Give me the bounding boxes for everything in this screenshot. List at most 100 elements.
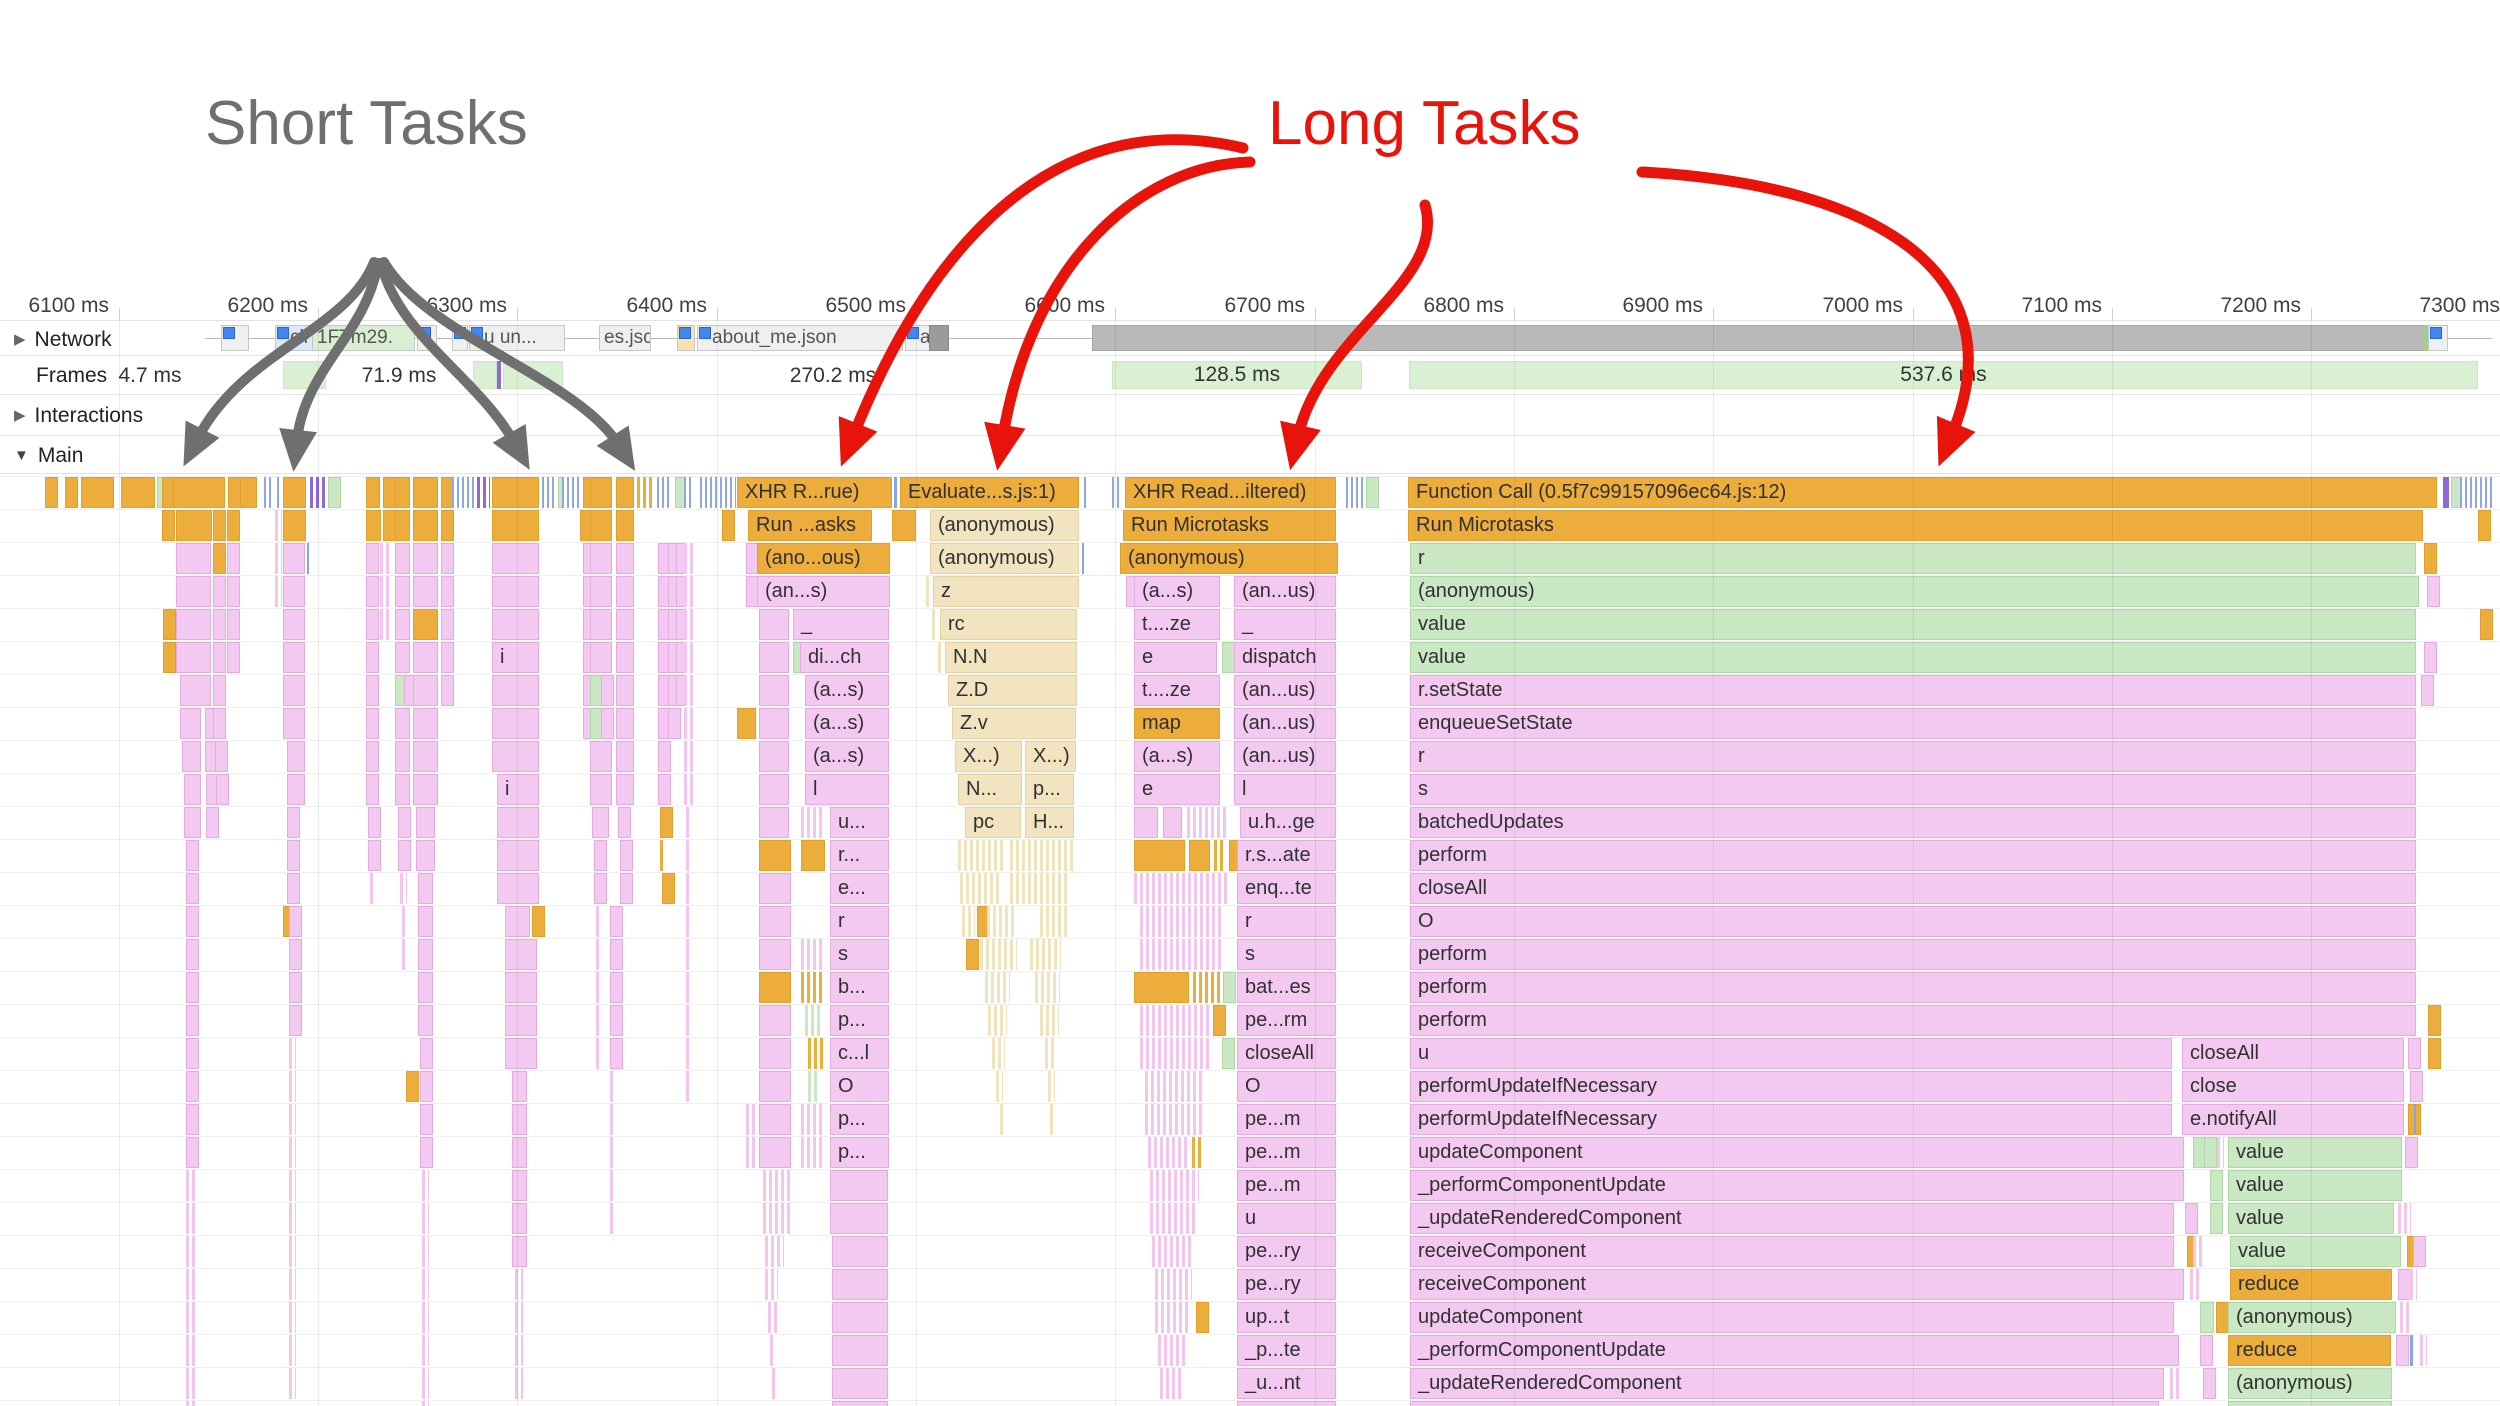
flame-block[interactable] [213, 510, 226, 541]
flame-block[interactable] [1145, 1104, 1204, 1135]
flame-block[interactable] [307, 543, 309, 574]
flame-block-x-[interactable]: X...) [955, 741, 1022, 772]
flame-block[interactable] [289, 1038, 296, 1069]
flame-block[interactable] [505, 1038, 537, 1069]
flame-block[interactable] [287, 774, 305, 805]
flame-block[interactable] [938, 642, 942, 673]
flame-block-c-l[interactable]: c...l [830, 1038, 889, 1069]
flame-block[interactable] [413, 774, 438, 805]
flame-block[interactable] [275, 576, 282, 607]
flame-block[interactable] [590, 609, 612, 640]
flame-block[interactable] [2408, 1038, 2421, 1069]
flame-block[interactable] [2410, 1335, 2413, 1366]
flame-block[interactable] [186, 1269, 196, 1300]
flame-block[interactable] [660, 840, 665, 871]
flame-block[interactable] [892, 510, 916, 541]
flame-block-o[interactable]: O [830, 1071, 889, 1102]
flame-block[interactable] [289, 1302, 296, 1333]
flame-block[interactable] [492, 510, 539, 541]
flame-block[interactable] [395, 708, 410, 739]
network-track-toggle[interactable]: ▶ Network [14, 328, 112, 352]
flame-block[interactable] [287, 873, 300, 904]
flame-block-_performcomponentupdate[interactable]: _performComponentUpdate [1410, 1335, 2179, 1366]
flame-block[interactable] [601, 708, 614, 739]
flame-block[interactable] [801, 1137, 825, 1168]
flame-block[interactable] [283, 477, 306, 508]
flame-block[interactable] [1187, 807, 1228, 838]
flame-block[interactable] [505, 906, 530, 937]
flame-block[interactable] [832, 1368, 888, 1399]
flame-block-u-[interactable]: u... [830, 807, 889, 838]
flame-block[interactable] [616, 576, 634, 607]
flame-block[interactable] [1134, 807, 1158, 838]
flame-block[interactable] [1214, 840, 1226, 871]
flame-block-z[interactable]: z [933, 576, 1079, 607]
flame-block[interactable] [2400, 1302, 2411, 1333]
flame-block[interactable] [400, 873, 407, 904]
flame-block[interactable] [590, 510, 612, 541]
flame-block[interactable] [380, 543, 391, 574]
flame-block-i[interactable]: i [497, 774, 539, 805]
flame-block[interactable] [366, 543, 379, 574]
flame-block[interactable] [590, 576, 612, 607]
flame-block[interactable] [660, 807, 673, 838]
flame-block[interactable] [186, 1170, 196, 1201]
flame-block[interactable] [686, 939, 690, 970]
flame-block[interactable] [366, 576, 379, 607]
network-request[interactable]: about_me.json [697, 325, 903, 351]
flame-block-l[interactable]: l [1234, 774, 1336, 805]
flame-block[interactable] [2405, 1137, 2418, 1168]
flame-block[interactable] [173, 477, 225, 508]
flame-block[interactable] [801, 939, 825, 970]
flame-block[interactable] [2210, 1170, 2223, 1201]
flame-block[interactable] [592, 807, 609, 838]
flame-block-map[interactable]: map [1134, 708, 1220, 739]
flame-block-e-notifyall[interactable]: e.notifyAll [2182, 1104, 2404, 1135]
flame-block[interactable] [985, 972, 1010, 1003]
flame-block[interactable] [772, 1368, 775, 1399]
flame-block[interactable] [2424, 642, 2437, 673]
flame-block[interactable] [497, 840, 539, 871]
flame-block[interactable] [227, 642, 240, 673]
flame-block[interactable] [416, 840, 435, 871]
flame-block[interactable] [759, 675, 789, 706]
flame-block[interactable] [497, 873, 539, 904]
flame-block[interactable] [398, 807, 411, 838]
flame-block[interactable] [275, 543, 282, 574]
frames-bar[interactable] [283, 361, 326, 389]
flame-block[interactable] [616, 675, 634, 706]
flame-block-r-s-ate[interactable]: r.s...ate [1237, 840, 1336, 871]
flame-block[interactable] [1000, 1104, 1003, 1135]
flame-block-p-[interactable]: p... [1025, 774, 1074, 805]
flame-block[interactable] [512, 1170, 527, 1201]
flame-block[interactable] [1237, 1401, 1336, 1406]
flame-block[interactable] [283, 543, 305, 574]
flame-block[interactable] [616, 708, 634, 739]
flame-block[interactable] [763, 1203, 790, 1234]
main-track-toggle[interactable]: ▼ Main [14, 444, 83, 468]
flame-block[interactable] [413, 477, 438, 508]
flame-block[interactable] [1193, 972, 1220, 1003]
flame-block[interactable] [610, 1071, 615, 1102]
flame-block[interactable] [759, 1137, 791, 1168]
flame-block-pe-m[interactable]: pe...m [1237, 1170, 1336, 1201]
flame-block[interactable] [1084, 477, 1089, 508]
flame-block[interactable] [395, 741, 410, 772]
flame-block[interactable] [45, 477, 58, 508]
flame-block-dispatch[interactable]: dispatch [1234, 642, 1336, 673]
flame-block[interactable] [1152, 1236, 1193, 1267]
flame-block[interactable] [420, 1038, 433, 1069]
flame-block[interactable] [759, 1104, 791, 1135]
flame-block--an-us-[interactable]: (an...us) [1234, 675, 1336, 706]
flame-block[interactable] [186, 1368, 196, 1399]
flame-block[interactable] [746, 1137, 757, 1168]
flame-block-pe-ry[interactable]: pe...ry [1237, 1236, 1336, 1267]
flame-block[interactable] [366, 675, 379, 706]
flame-block[interactable] [684, 675, 693, 706]
flame-block[interactable] [610, 906, 623, 937]
flame-block[interactable] [594, 873, 607, 904]
flame-block[interactable] [668, 708, 681, 739]
flame-block[interactable] [2228, 1401, 2392, 1406]
flame-block[interactable] [366, 642, 379, 673]
flame-block[interactable] [162, 510, 175, 541]
